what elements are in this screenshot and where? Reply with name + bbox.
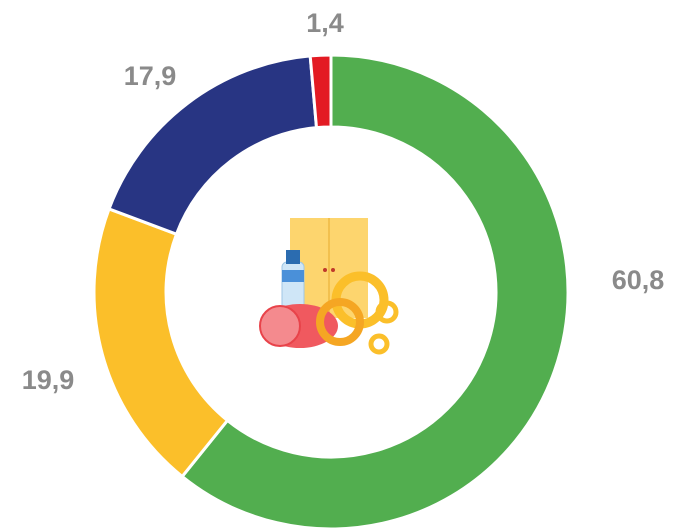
- bagel: [316, 298, 364, 346]
- donut-segment: [180, 53, 570, 530]
- bottle-cap: [286, 250, 300, 264]
- bottle-label: [282, 270, 304, 282]
- value-label: 17,9: [124, 61, 177, 91]
- ring: [375, 300, 399, 324]
- donut-segment: [308, 53, 333, 130]
- center-icon: [259, 218, 399, 355]
- value-label: 60,8: [612, 265, 665, 295]
- sausage-end: [259, 305, 301, 347]
- donut: [92, 53, 570, 530]
- value-label: 1,4: [306, 8, 344, 38]
- bottle: [281, 261, 305, 311]
- knob: [323, 268, 327, 272]
- ring: [368, 333, 390, 355]
- value-label: 19,9: [22, 365, 75, 395]
- donut-segment: [92, 206, 230, 479]
- knob: [331, 268, 335, 272]
